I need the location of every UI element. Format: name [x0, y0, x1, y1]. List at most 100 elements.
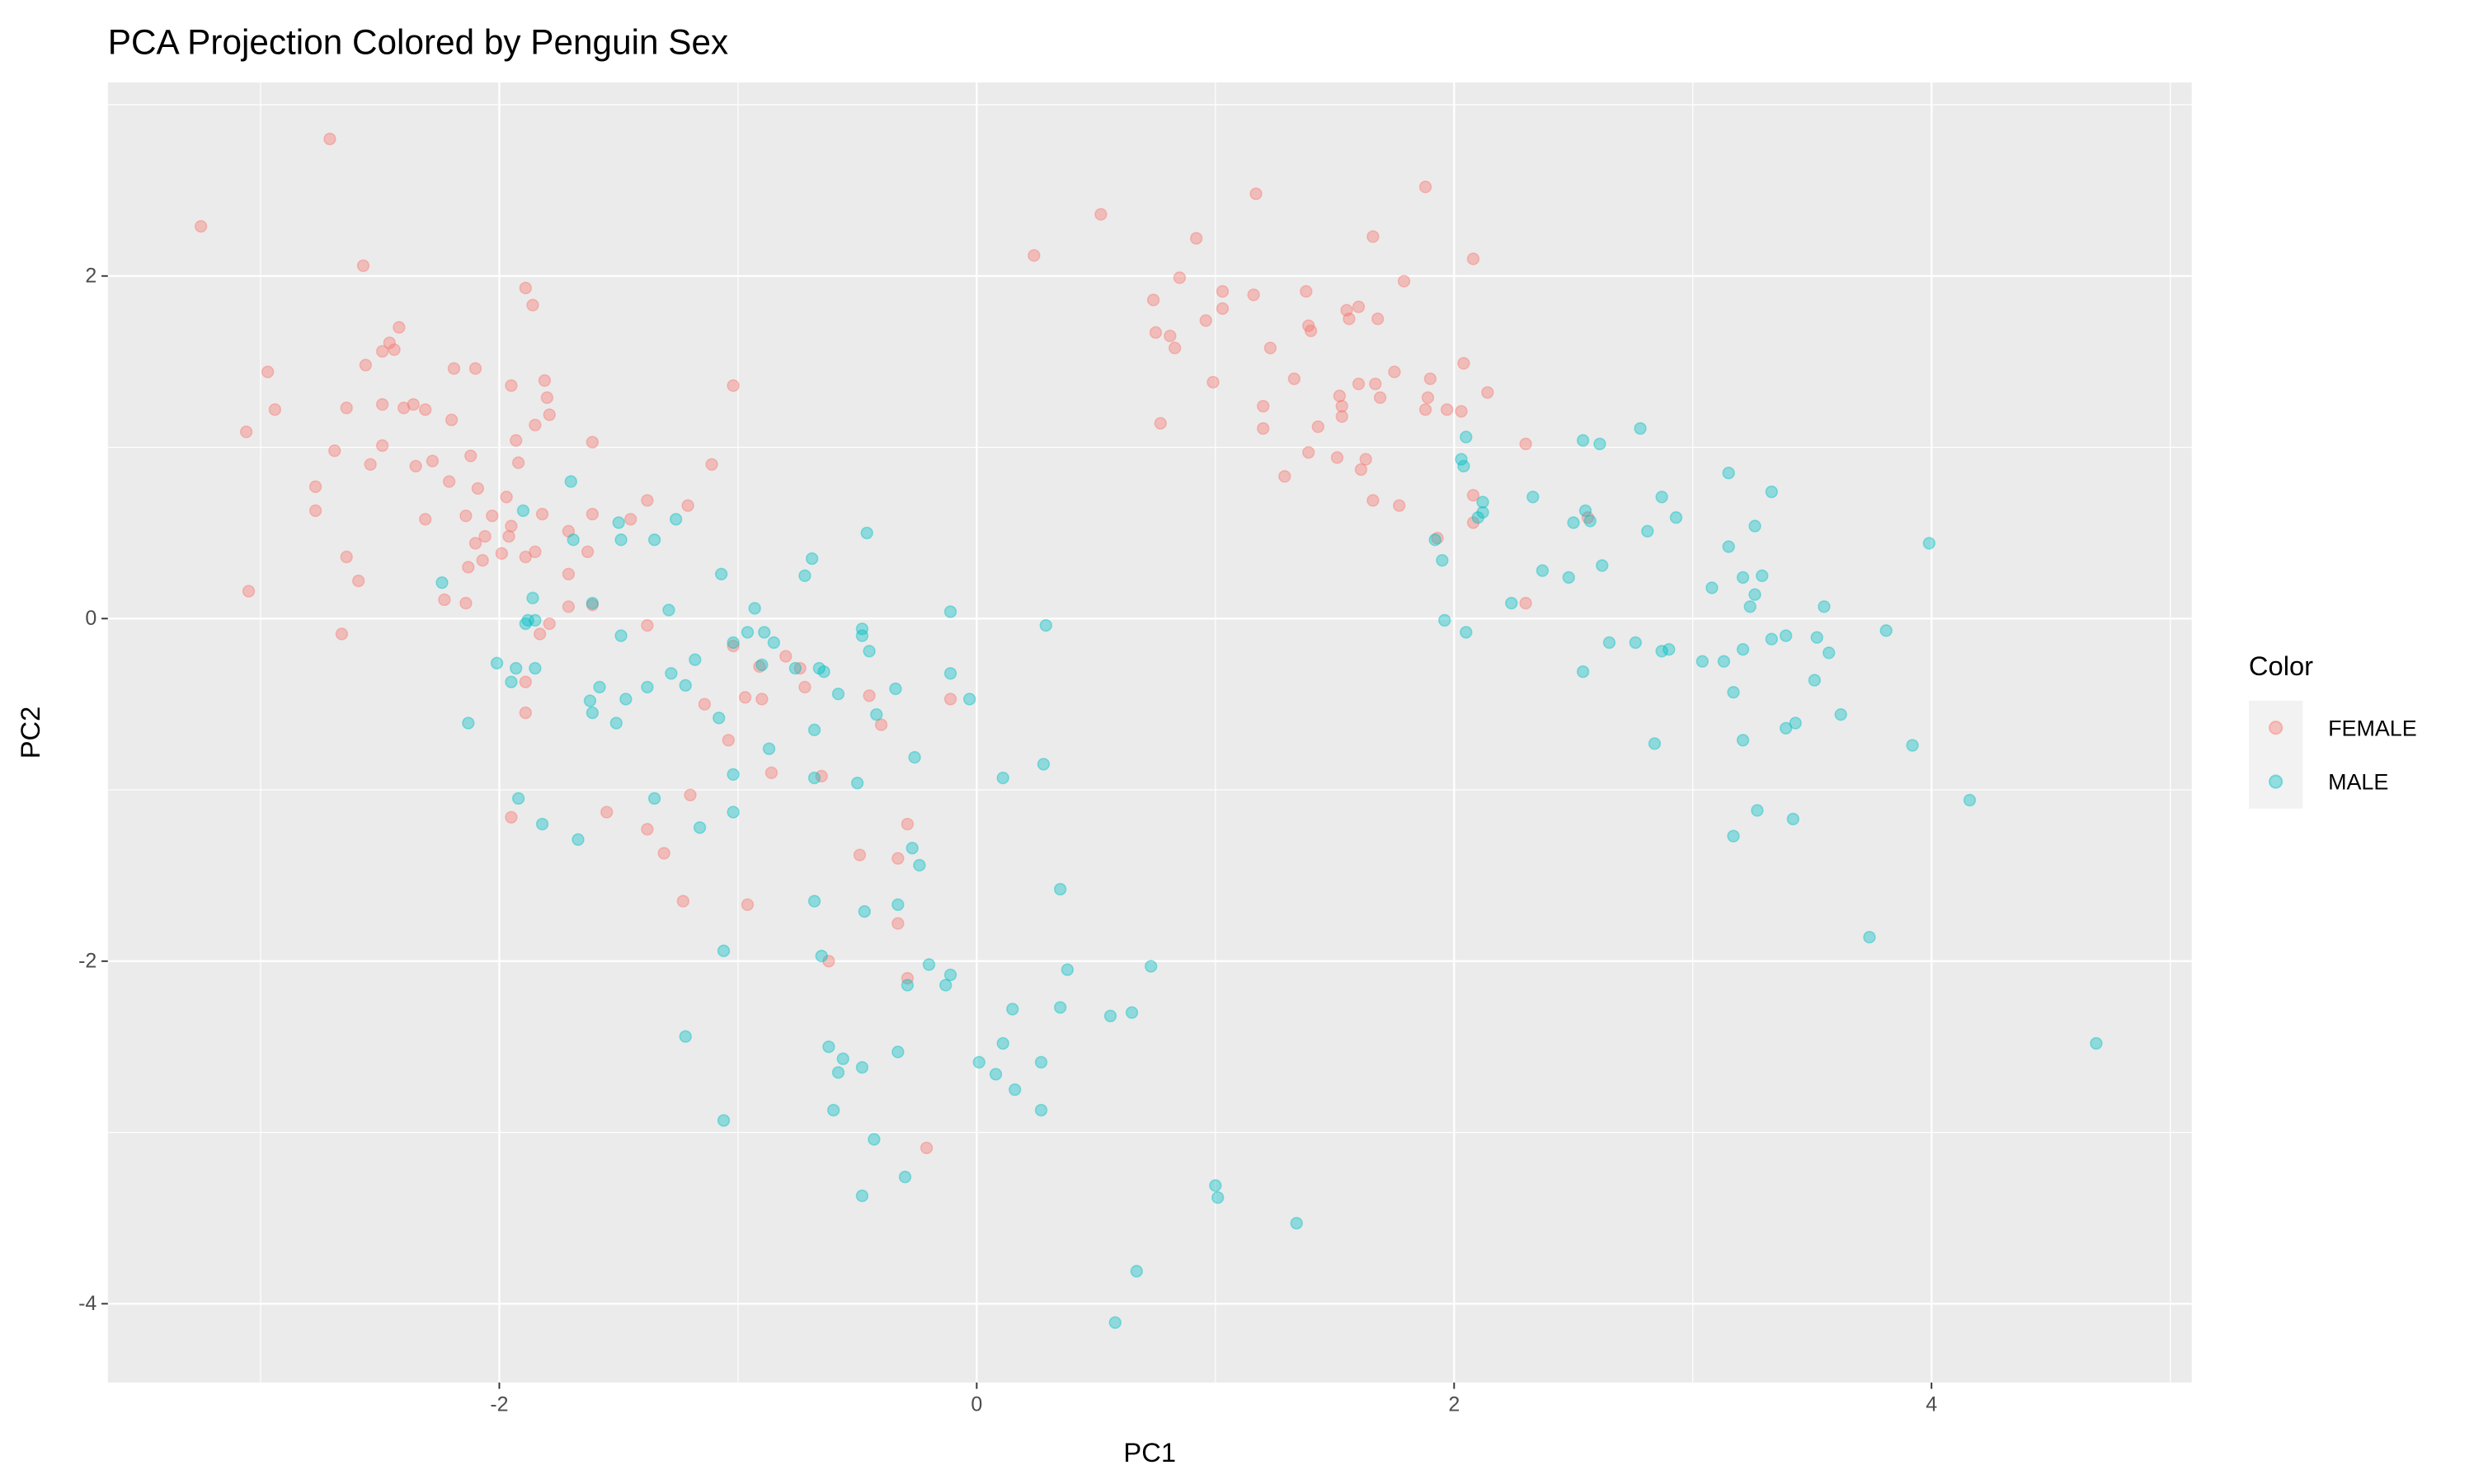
point-female [815, 769, 828, 783]
point-female [1519, 437, 1532, 451]
point-female [1421, 391, 1435, 404]
point-male [609, 716, 623, 730]
point-female [891, 917, 905, 930]
point-female [1189, 232, 1203, 245]
point-male [788, 661, 802, 675]
point-female [1440, 403, 1454, 416]
point-female [323, 132, 336, 146]
point-male [1705, 581, 1719, 594]
point-female [657, 847, 670, 860]
point-female [1397, 275, 1411, 288]
point-female [727, 379, 740, 392]
point-male [519, 617, 533, 631]
point-male [1583, 514, 1597, 528]
point-female [519, 550, 533, 564]
point-female [1247, 288, 1260, 302]
point-male [1810, 631, 1823, 644]
point-male [1727, 685, 1740, 699]
point-male [755, 658, 769, 672]
point-male [1736, 643, 1750, 656]
point-male [1748, 588, 1761, 601]
point-male [516, 504, 530, 518]
point-male [855, 1189, 869, 1203]
point-male [647, 791, 661, 805]
point-male [748, 602, 761, 615]
point-male [510, 661, 523, 675]
point-female [755, 693, 769, 706]
point-female [779, 650, 793, 663]
point-male [805, 552, 819, 566]
point-female [510, 434, 523, 447]
legend-label-male: MALE [2328, 770, 2388, 795]
point-female [486, 509, 499, 523]
point-male [836, 1052, 849, 1065]
point-male [972, 1055, 985, 1069]
point-female [364, 458, 377, 472]
y-axis-title: PC2 [15, 707, 45, 759]
point-male [758, 626, 771, 639]
point-male [614, 533, 628, 547]
point-female [419, 403, 432, 416]
point-female [476, 553, 489, 567]
point-male [586, 596, 600, 610]
point-female [901, 817, 915, 831]
point-female [468, 537, 482, 550]
point-female [419, 513, 432, 526]
point-female [874, 718, 888, 731]
point-male [535, 817, 549, 831]
point-female [684, 788, 697, 801]
point-female [1354, 463, 1368, 477]
point-male [831, 688, 845, 701]
data-points [194, 132, 2103, 1329]
point-male [567, 533, 580, 547]
point-female [1340, 303, 1353, 317]
point-male [1751, 804, 1764, 817]
point-female [444, 413, 459, 426]
point-male [1722, 467, 1735, 480]
point-male [727, 636, 740, 650]
point-female [1028, 249, 1041, 262]
point-male [767, 636, 781, 650]
point-female [1457, 357, 1470, 370]
legend-label-female: FEMALE [2328, 716, 2417, 740]
point-female [943, 693, 957, 706]
point-female [1418, 403, 1432, 416]
point-female [393, 321, 406, 334]
point-female [519, 706, 533, 720]
point-male [1808, 674, 1822, 687]
point-female [397, 402, 411, 415]
point-male [762, 742, 776, 755]
point-male [1037, 758, 1051, 771]
point-female [519, 281, 533, 295]
point-male [1567, 516, 1580, 529]
point-female [1343, 312, 1356, 326]
point-female [268, 403, 282, 416]
point-male [1476, 505, 1489, 519]
point-male [612, 516, 625, 529]
point-male [679, 679, 692, 693]
point-female [1146, 294, 1160, 307]
point-female [741, 898, 755, 911]
legend-marker-female [2268, 721, 2284, 735]
point-female [538, 373, 552, 387]
point-male [1476, 495, 1489, 509]
point-female [529, 418, 542, 432]
point-female [535, 507, 549, 521]
point-male [1144, 960, 1158, 973]
point-male [822, 1040, 835, 1054]
point-female [822, 955, 835, 968]
point-female [239, 425, 253, 439]
point-male [1648, 737, 1662, 750]
point-female [764, 766, 778, 779]
point-female [581, 545, 595, 558]
point-female [1302, 319, 1315, 332]
point-male [529, 661, 542, 675]
point-male [1290, 1217, 1303, 1230]
point-female [1199, 314, 1212, 327]
point-female [388, 343, 401, 356]
point-male [1743, 600, 1757, 613]
point-male [1963, 793, 1977, 807]
point-female [1388, 365, 1401, 378]
point-male [614, 629, 628, 642]
point-male [1578, 504, 1592, 518]
